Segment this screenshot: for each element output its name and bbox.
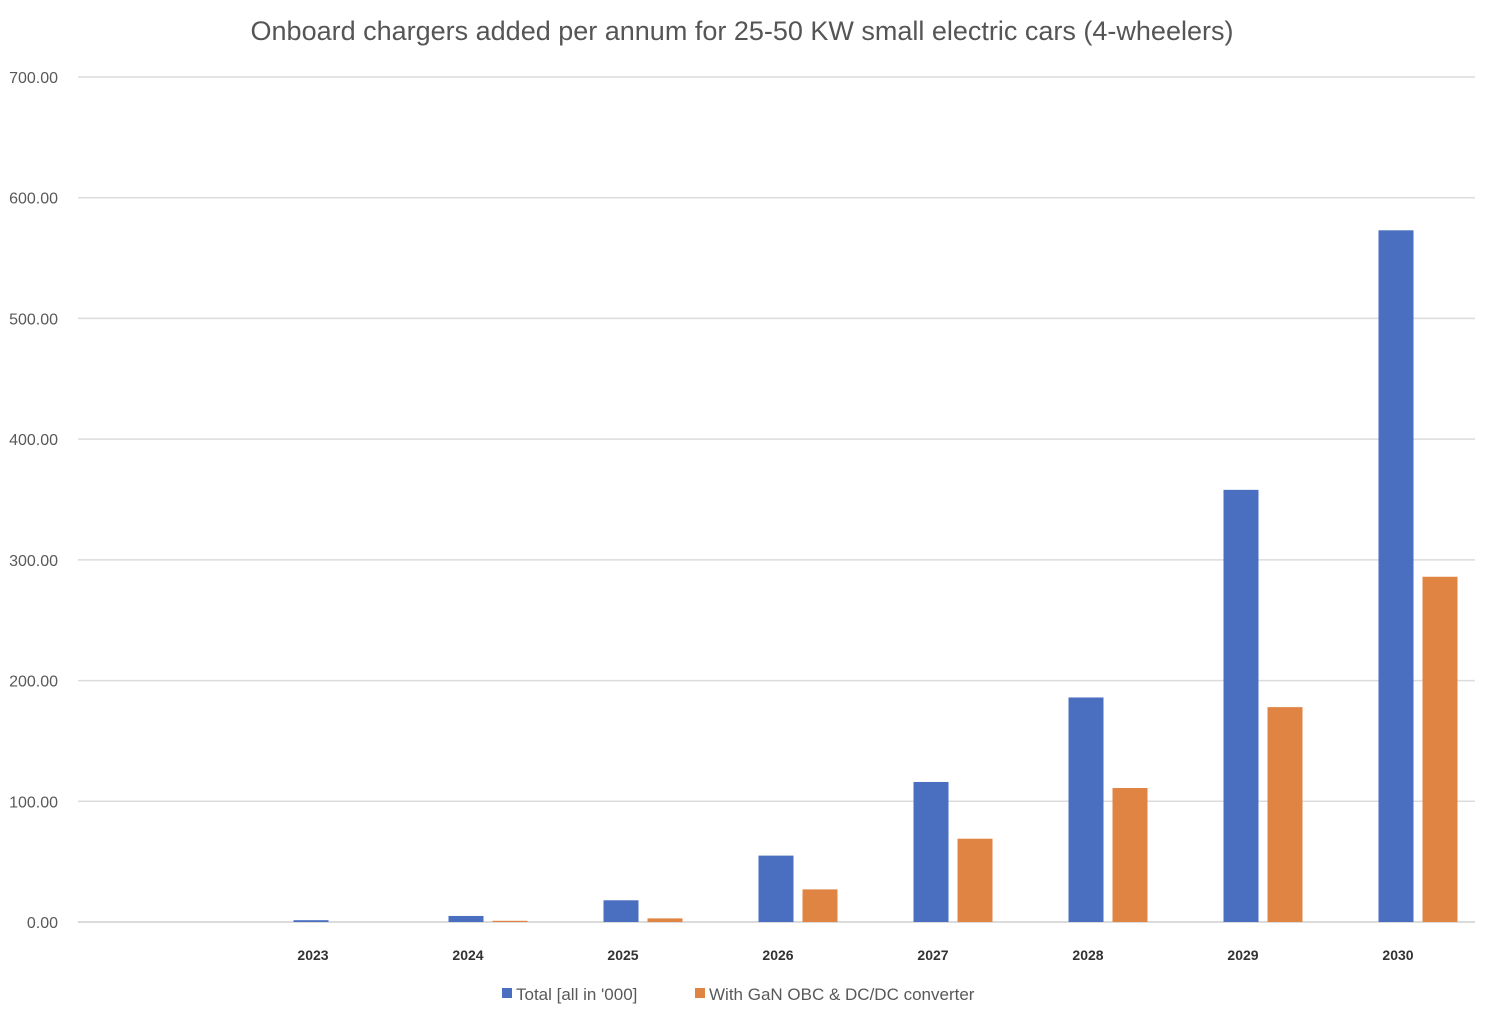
y-tick-label: 200.00 <box>9 674 58 691</box>
x-tick-label: 2026 <box>762 947 793 963</box>
x-tick-label: 2023 <box>297 947 328 963</box>
bar-gan-2028 <box>1112 788 1148 922</box>
y-tick-label: 300.00 <box>9 553 58 570</box>
legend-swatch <box>695 988 705 998</box>
x-tick-label: 2025 <box>607 947 638 963</box>
bar-gan-2024 <box>492 920 528 922</box>
bar-total-2030 <box>1378 230 1414 923</box>
legend: Total [all in '000] With GaN OBC & DC/DC … <box>502 985 975 1004</box>
x-tick-label: 2027 <box>917 947 948 963</box>
y-tick-label: 100.00 <box>9 794 58 811</box>
bar-gan-2029 <box>1267 707 1303 922</box>
gridlines <box>78 76 1475 923</box>
x-axis-ticks: 2023 2024 2025 2026 2027 2028 2029 2030 <box>297 947 1413 963</box>
bar-total-2023 <box>293 920 329 922</box>
y-tick-label: 0.00 <box>27 915 58 932</box>
x-tick-label: 2024 <box>452 947 483 963</box>
bar-gan-2030 <box>1422 576 1458 922</box>
bar-gan-2027 <box>957 838 993 922</box>
bar-total-2028 <box>1068 697 1104 922</box>
bar-total-2029 <box>1223 489 1259 922</box>
y-tick-label: 400.00 <box>9 432 58 449</box>
legend-label: With GaN OBC & DC/DC converter <box>709 985 975 1004</box>
y-tick-label: 600.00 <box>9 191 58 208</box>
bar-total-2025 <box>603 900 639 922</box>
x-tick-label: 2030 <box>1382 947 1413 963</box>
bar-total-2024 <box>448 915 484 922</box>
legend-label: Total [all in '000] <box>516 985 637 1004</box>
x-tick-label: 2028 <box>1072 947 1103 963</box>
y-axis-ticks: 0.00 100.00 200.00 300.00 400.00 500.00 600.00… <box>9 70 58 932</box>
y-tick-label: 500.00 <box>9 311 58 328</box>
bars <box>293 230 1458 923</box>
bar-gan-2025 <box>647 918 683 922</box>
bar-gan-2026 <box>802 889 838 922</box>
legend-swatch <box>502 988 512 998</box>
bar-total-2026 <box>758 855 794 922</box>
y-tick-label: 700.00 <box>9 70 58 87</box>
x-tick-label: 2029 <box>1227 947 1258 963</box>
bar-total-2027 <box>913 781 949 922</box>
chart-title: Onboard chargers added per annum for 25-… <box>251 16 1234 46</box>
